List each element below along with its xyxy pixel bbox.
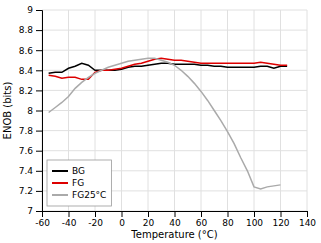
tick-label: 9 xyxy=(27,5,33,15)
axis-line xyxy=(43,212,308,218)
tick-mark xyxy=(148,211,149,217)
tick-mark xyxy=(69,211,70,217)
tick: 80 xyxy=(222,211,234,228)
tick: 8 xyxy=(27,106,42,116)
tick-label: 8.2 xyxy=(19,86,33,96)
tick-mark xyxy=(175,211,176,217)
tick-mark xyxy=(36,10,42,11)
grid-line xyxy=(42,130,307,131)
tick-mark xyxy=(36,30,42,31)
tick-mark xyxy=(122,211,123,217)
tick-mark xyxy=(201,211,202,217)
tick-mark xyxy=(254,211,255,217)
tick-label: -20 xyxy=(88,218,103,228)
grid-line xyxy=(42,50,307,51)
legend-entry: FG xyxy=(52,178,84,188)
tick: -60 xyxy=(35,211,50,228)
y-axis-title: ENOB (bits) xyxy=(2,82,13,140)
grid-line xyxy=(42,10,307,11)
tick: 20 xyxy=(143,211,155,228)
tick-label: 7 xyxy=(27,206,33,216)
tick-label: 8.8 xyxy=(19,25,34,35)
tick: 40 xyxy=(169,211,181,228)
tick-label: 60 xyxy=(196,218,208,228)
tick-mark xyxy=(36,90,42,91)
tick-label: 7.6 xyxy=(19,146,34,156)
tick-mark xyxy=(281,211,282,217)
legend-box xyxy=(47,160,111,206)
tick-label: 8 xyxy=(27,106,33,116)
legend-label: BG xyxy=(72,166,85,176)
tick: -40 xyxy=(62,211,77,228)
tick: 7 xyxy=(27,206,42,216)
tick-mark xyxy=(36,70,42,71)
grid-line xyxy=(42,150,307,151)
tick-label: 8.4 xyxy=(19,66,34,76)
tick-label: 7.4 xyxy=(19,166,34,176)
series-line xyxy=(49,58,281,189)
legend-label: FG xyxy=(72,178,84,188)
legend-label: FG25°C xyxy=(72,190,106,200)
series-line xyxy=(49,58,288,79)
tick-mark xyxy=(36,151,42,152)
grid-line xyxy=(42,30,307,31)
x-axis: -60 -40 -20 0 20 40 60 80 100 120 140 xyxy=(35,211,316,228)
legend-entry: BG xyxy=(52,166,85,176)
tick-mark xyxy=(36,211,42,212)
tick-label: 20 xyxy=(143,218,155,228)
tick-label: 40 xyxy=(169,218,181,228)
grid-line xyxy=(42,110,307,111)
plot: -60 -40 -20 0 20 40 60 80 100 120 140 7 7.2 7.4 7.6 7.8… xyxy=(19,5,317,228)
tick-label: -60 xyxy=(35,218,50,228)
tick-label: 7.8 xyxy=(19,126,34,136)
grid xyxy=(42,10,307,211)
tick-label: 7.2 xyxy=(19,186,33,196)
x-axis-title: Temperature (°C) xyxy=(130,229,217,240)
tick: 8.6 xyxy=(19,46,42,56)
chart: -60 -40 -20 0 20 40 60 80 100 120 140 7 7.2 7.4 7.6 7.8… xyxy=(0,0,321,243)
axis-line xyxy=(36,11,43,212)
tick: 7.2 xyxy=(19,186,42,196)
tick: 7.6 xyxy=(19,146,42,156)
legend-swatch xyxy=(52,182,68,184)
tick-label: -40 xyxy=(62,218,77,228)
tick-mark xyxy=(307,211,308,217)
tick-label: 8.6 xyxy=(19,46,34,56)
legend-entry: FG25°C xyxy=(52,190,106,200)
tick: 0 xyxy=(119,211,125,228)
tick: 9 xyxy=(27,5,42,15)
tick: 8.2 xyxy=(19,86,42,96)
grid-line xyxy=(42,90,307,91)
legend: BG FG FG25°C xyxy=(47,160,111,206)
tick-label: 140 xyxy=(299,218,316,228)
grid-line xyxy=(42,70,307,71)
tick: 140 xyxy=(299,211,316,228)
tick-label: 0 xyxy=(119,218,125,228)
tick-mark xyxy=(36,131,42,132)
lines xyxy=(49,58,288,189)
tick-label: 80 xyxy=(222,218,234,228)
tick: 7.8 xyxy=(19,126,42,136)
tick-label: 100 xyxy=(246,218,263,228)
tick-mark xyxy=(36,191,42,192)
y-axis: 7 7.2 7.4 7.6 7.8 8 8.2 8.4 8.6 8.8 9 xyxy=(19,5,43,216)
series-line xyxy=(49,63,288,73)
tick-mark xyxy=(95,211,96,217)
tick: 7.4 xyxy=(19,166,42,176)
tick-mark xyxy=(36,171,42,172)
legend-swatch xyxy=(52,194,68,196)
tick-mark xyxy=(36,50,42,51)
tick: 8.8 xyxy=(19,25,42,35)
tick-mark xyxy=(228,211,229,217)
tick: 100 xyxy=(246,211,263,228)
tick: -20 xyxy=(88,211,103,228)
tick: 60 xyxy=(196,211,208,228)
tick-mark xyxy=(36,111,42,112)
tick: 8.4 xyxy=(19,66,42,76)
tick-label: 120 xyxy=(272,218,289,228)
tick: 120 xyxy=(272,211,289,228)
legend-swatch xyxy=(52,170,68,172)
